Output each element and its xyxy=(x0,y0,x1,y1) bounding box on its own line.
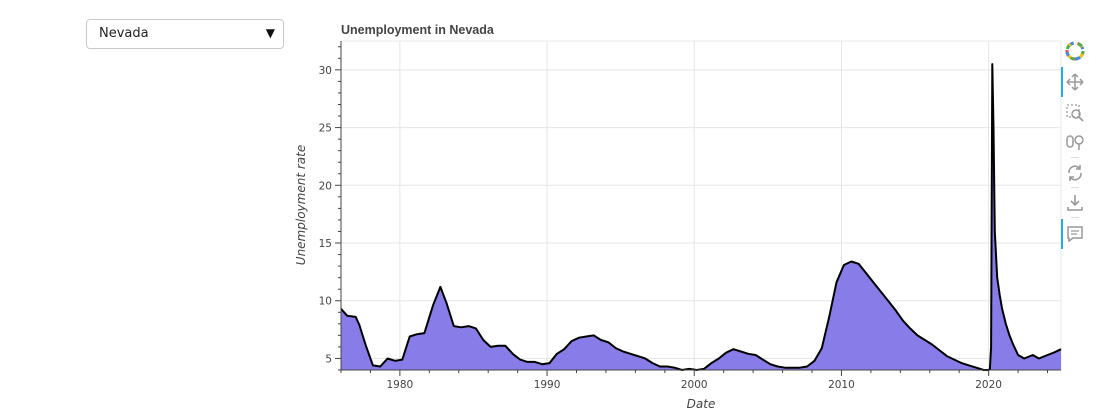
x-tick-label: 1990 xyxy=(534,379,561,391)
save-icon[interactable] xyxy=(1064,192,1086,214)
x-tick-label: 2000 xyxy=(681,379,708,391)
toolbar-divider xyxy=(1071,217,1079,218)
state-select-value: Nevada xyxy=(99,26,149,41)
hover-icon[interactable] xyxy=(1064,223,1086,245)
chart-toolbar xyxy=(1060,40,1090,250)
x-axis-label: Date xyxy=(687,397,716,410)
pan-icon[interactable] xyxy=(1064,71,1086,93)
toolbar-divider xyxy=(1071,157,1079,158)
pan-active-indicator xyxy=(1061,67,1063,97)
chevron-down-icon: ▼ xyxy=(265,26,275,40)
x-tick-label: 1980 xyxy=(387,379,414,391)
state-select[interactable]: Nevada ▼ xyxy=(86,19,284,49)
x-tick-label: 2010 xyxy=(828,379,855,391)
box-zoom-icon[interactable] xyxy=(1064,102,1086,124)
area-fill xyxy=(341,64,1061,370)
grid-lines xyxy=(340,40,1062,371)
x-tick-label: 2020 xyxy=(975,379,1002,391)
toolbar-divider xyxy=(1071,187,1079,188)
chart-title: Unemployment in Nevada xyxy=(341,23,495,37)
y-tick-label: 15 xyxy=(319,238,332,250)
y-tick-label: 20 xyxy=(319,180,332,192)
y-tick-label: 10 xyxy=(319,296,332,308)
plot-frame xyxy=(340,40,1062,371)
hover-active-indicator xyxy=(1061,219,1063,249)
y-tick-label: 25 xyxy=(319,123,332,135)
wheel-zoom-icon[interactable] xyxy=(1064,131,1086,153)
reset-icon[interactable] xyxy=(1064,162,1086,184)
bokeh-logo-icon[interactable] xyxy=(1064,40,1086,62)
y-axis-label: Unemployment rate xyxy=(294,145,308,265)
axes: 1980 1990 2000 2010 2020 5 10 15 20 25 30 xyxy=(319,41,1061,391)
y-tick-label: 5 xyxy=(325,353,332,365)
y-tick-label: 30 xyxy=(319,65,332,77)
